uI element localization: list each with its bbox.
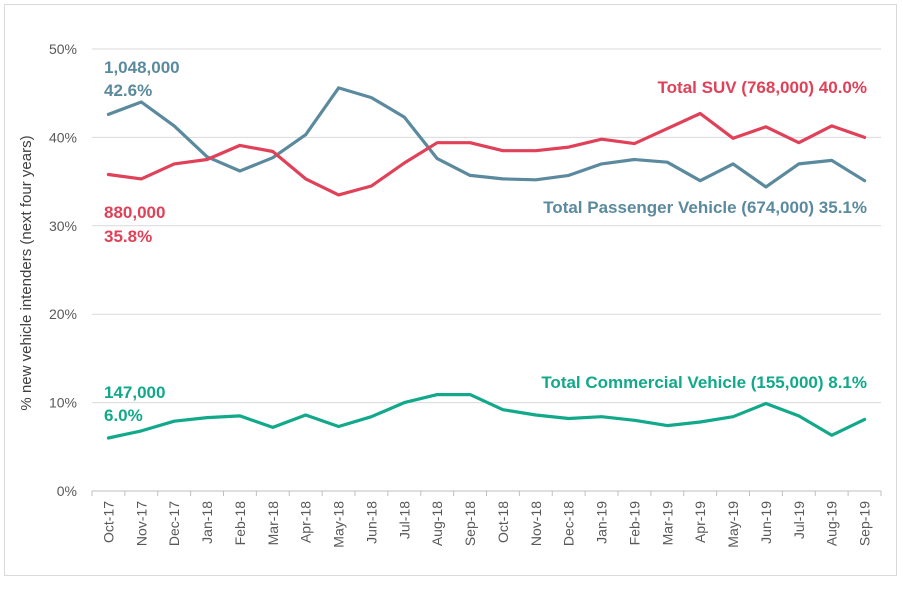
x-tick-label: May-19 bbox=[725, 501, 741, 548]
x-tick-label: Apr-19 bbox=[692, 501, 708, 543]
x-tick-label: Apr-18 bbox=[298, 501, 314, 543]
passenger-start-pct-label: 42.6% bbox=[104, 81, 152, 100]
x-tick-label: Sep-18 bbox=[462, 501, 478, 546]
suv-end-label: Total SUV (768,000) 40.0% bbox=[658, 78, 867, 97]
axes bbox=[91, 490, 882, 496]
y-tick-label: 50% bbox=[49, 41, 77, 57]
y-tick-label: 0% bbox=[57, 483, 77, 499]
x-tick-label: Mar-18 bbox=[265, 501, 281, 546]
series-line-total-commercial-vehicle bbox=[106, 393, 867, 440]
x-tick-label: Jul-19 bbox=[791, 501, 807, 539]
x-tick-label: Nov-18 bbox=[528, 501, 544, 546]
series-lines bbox=[106, 86, 867, 440]
commercial-start-pct-label: 6.0% bbox=[104, 406, 143, 425]
x-tick-label: Sep-19 bbox=[857, 501, 873, 546]
x-tick-label: Oct-18 bbox=[495, 501, 511, 543]
chart-frame bbox=[4, 4, 897, 576]
y-axis-title: % new vehicle intenders (next four years… bbox=[18, 135, 35, 410]
x-tick-label: May-18 bbox=[331, 501, 347, 548]
gridlines bbox=[92, 48, 881, 404]
x-tick-label: Aug-19 bbox=[824, 501, 840, 546]
y-tick-label: 10% bbox=[49, 395, 77, 411]
x-tick-label: Jun-19 bbox=[758, 501, 774, 544]
y-tick-label: 40% bbox=[49, 129, 77, 145]
passenger-start-count-label: 1,048,000 bbox=[104, 58, 180, 77]
suv-start-pct-label: 35.8% bbox=[104, 227, 152, 246]
x-tick-label: Feb-19 bbox=[626, 501, 642, 546]
y-tick-label: 20% bbox=[49, 306, 77, 322]
x-tick-label: Feb-18 bbox=[232, 501, 248, 546]
y-tick-labels: 0% 10% 20% 30% 40% 50% bbox=[49, 41, 77, 499]
x-tick-labels: Oct-17 Nov-17 Dec-17 Jan-18 Feb-18 Mar-18 Apr-… bbox=[100, 501, 872, 548]
commercial-end-label: Total Commercial Vehicle (155,000) 8.1% bbox=[541, 373, 867, 392]
x-tick-label: Oct-17 bbox=[100, 501, 116, 543]
commercial-start-count-label: 147,000 bbox=[104, 383, 165, 402]
x-tick-label: Jan-19 bbox=[594, 501, 610, 544]
x-tick-label: Mar-19 bbox=[659, 501, 675, 546]
x-tick-label: Aug-18 bbox=[429, 501, 445, 546]
x-tick-label: Jun-18 bbox=[363, 501, 379, 544]
series-line-total-passenger-vehicle bbox=[106, 86, 867, 189]
suv-start-count-label: 880,000 bbox=[104, 203, 165, 222]
y-tick-label: 30% bbox=[49, 218, 77, 234]
series-line-total-suv bbox=[106, 111, 867, 197]
x-tick-label: Jul-18 bbox=[396, 501, 412, 539]
x-tick-label: Dec-18 bbox=[561, 501, 577, 546]
x-tick-label: Nov-17 bbox=[133, 501, 149, 546]
x-tick-label: Dec-17 bbox=[166, 501, 182, 546]
passenger-end-label: Total Passenger Vehicle (674,000) 35.1% bbox=[543, 198, 867, 217]
x-tick-label: Jan-18 bbox=[199, 501, 215, 544]
